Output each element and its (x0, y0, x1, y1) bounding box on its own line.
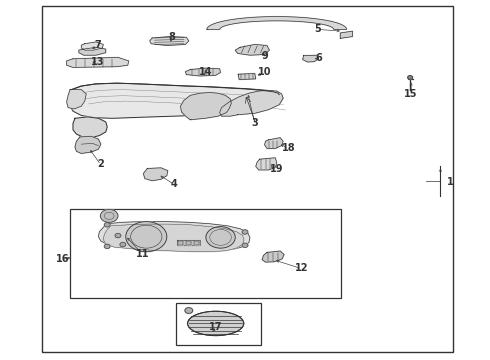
Polygon shape (69, 83, 283, 118)
Polygon shape (207, 17, 346, 30)
Polygon shape (235, 44, 270, 55)
Polygon shape (194, 241, 199, 244)
Circle shape (126, 222, 167, 252)
Text: 8: 8 (168, 32, 175, 41)
Polygon shape (178, 241, 183, 244)
Ellipse shape (188, 311, 244, 336)
Circle shape (408, 76, 413, 79)
Text: 15: 15 (404, 89, 418, 99)
Text: 18: 18 (282, 143, 296, 153)
Polygon shape (262, 251, 284, 262)
Text: 5: 5 (314, 24, 320, 34)
Polygon shape (176, 240, 200, 245)
Circle shape (100, 210, 118, 222)
Polygon shape (180, 93, 231, 120)
Text: 19: 19 (270, 164, 284, 174)
Polygon shape (144, 168, 168, 181)
Circle shape (185, 308, 193, 314)
Text: 9: 9 (261, 51, 268, 61)
Text: 2: 2 (98, 159, 104, 169)
Circle shape (242, 230, 248, 234)
Circle shape (206, 226, 235, 248)
Text: 6: 6 (315, 53, 321, 63)
Text: 17: 17 (209, 322, 222, 332)
Circle shape (242, 243, 248, 247)
Circle shape (120, 242, 126, 247)
Text: 4: 4 (171, 179, 177, 189)
Polygon shape (238, 73, 256, 80)
Polygon shape (185, 68, 220, 76)
Polygon shape (75, 136, 101, 153)
Polygon shape (67, 57, 129, 67)
Polygon shape (103, 224, 244, 252)
Polygon shape (150, 37, 189, 45)
Circle shape (104, 223, 110, 227)
Text: 10: 10 (258, 67, 271, 77)
Polygon shape (220, 90, 283, 116)
Polygon shape (67, 90, 86, 109)
Text: 3: 3 (251, 118, 258, 128)
Polygon shape (73, 117, 107, 138)
Bar (175, 303, 261, 345)
Polygon shape (340, 31, 352, 39)
Bar (42, 6, 453, 352)
Circle shape (104, 244, 110, 248)
Text: 11: 11 (136, 248, 149, 258)
Polygon shape (265, 138, 283, 148)
Polygon shape (256, 158, 277, 170)
Circle shape (115, 233, 121, 238)
Text: 13: 13 (91, 57, 104, 67)
Polygon shape (81, 42, 103, 50)
Polygon shape (79, 47, 106, 55)
Polygon shape (186, 241, 191, 244)
Polygon shape (98, 222, 250, 250)
Text: 14: 14 (199, 67, 213, 77)
Text: 1: 1 (447, 177, 454, 187)
Polygon shape (303, 55, 318, 62)
Text: 12: 12 (294, 263, 308, 273)
Bar (70, 209, 341, 298)
Text: 7: 7 (94, 40, 101, 50)
Text: 16: 16 (55, 254, 69, 264)
